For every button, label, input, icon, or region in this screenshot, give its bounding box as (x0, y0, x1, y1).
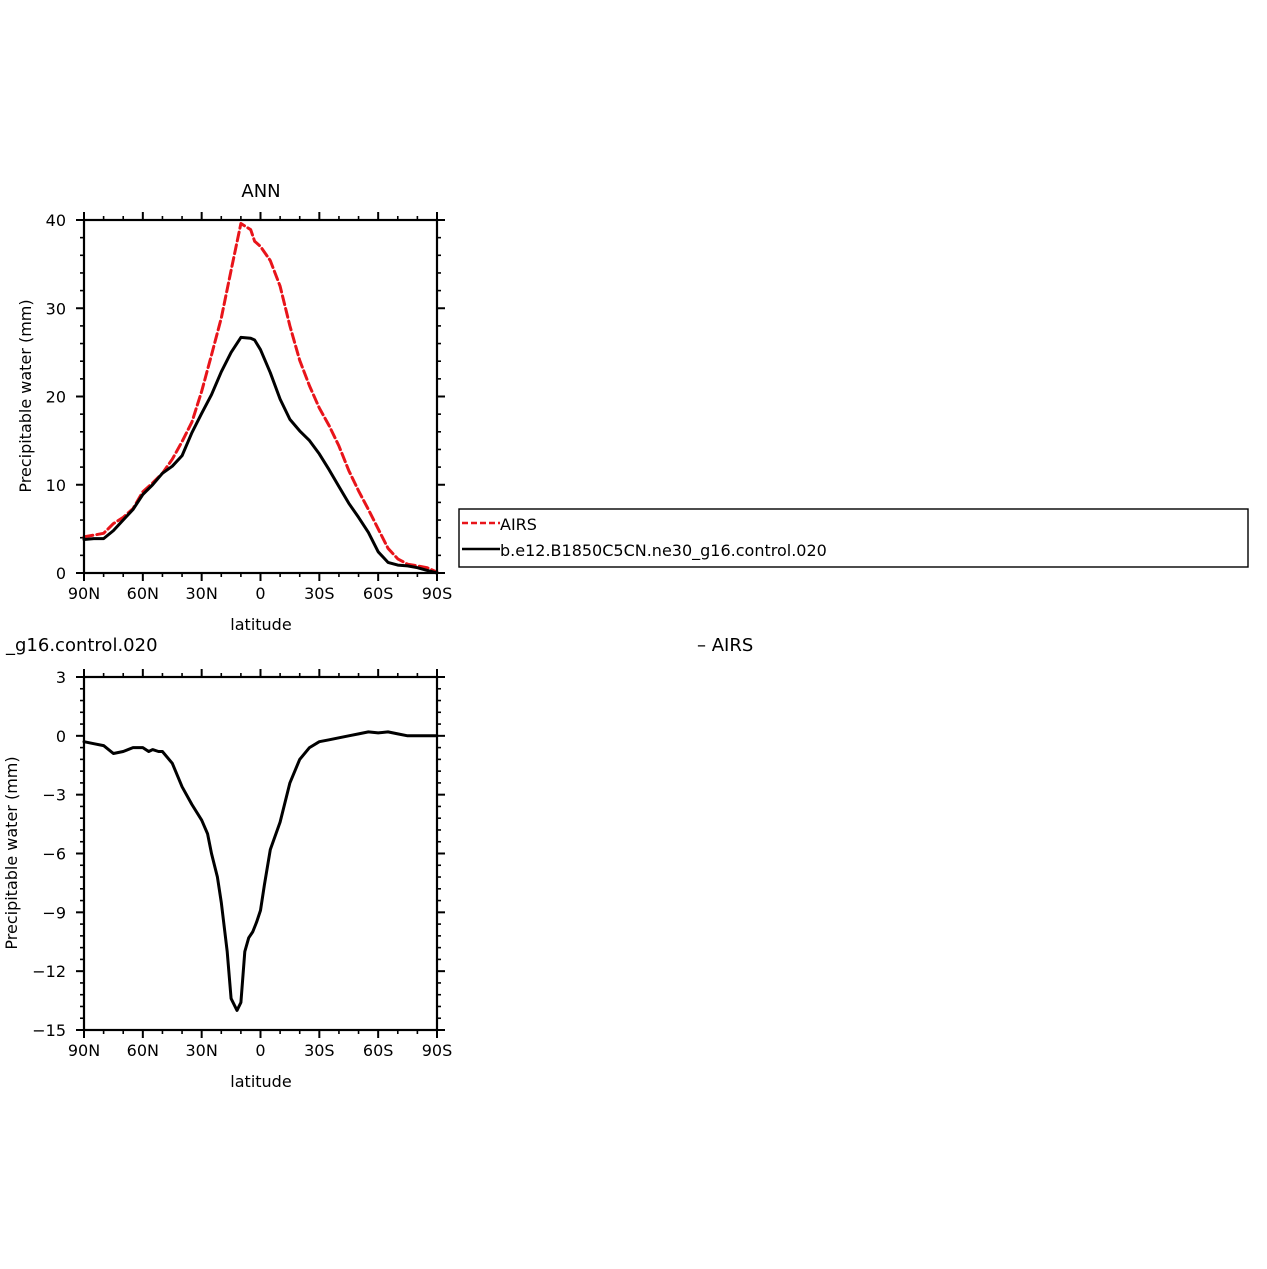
top-x-tick-label: 60N (127, 584, 159, 603)
top-plot-frame (82, 218, 439, 575)
bottom-x-axis-label: latitude (230, 1072, 291, 1091)
top-x-tick-label: 60S (363, 584, 394, 603)
top-chart-title: ANN (241, 181, 280, 202)
bottom-x-tick-label: 0 (255, 1041, 265, 1060)
top-y-axis-label: Precipitable water (mm) (16, 299, 35, 492)
bottom-tick-marks (76, 669, 445, 1038)
bottom-x-tick-labels: 90N 60N 30N 0 30S 60S 90S (68, 1041, 452, 1060)
bottom-y-tick-label: −9 (42, 903, 66, 922)
bottom-y-tick-label: 3 (56, 668, 66, 687)
top-y-tick-labels: 0 10 20 30 40 (46, 211, 66, 583)
top-x-tick-label: 30N (186, 584, 218, 603)
bottom-x-tick-label: 30N (186, 1041, 218, 1060)
bottom-x-tick-label: 60S (363, 1041, 394, 1060)
top-series-line-airs (82, 222, 439, 574)
top-x-tick-label: 90S (422, 584, 453, 603)
bottom-y-tick-label: 0 (56, 727, 66, 746)
bottom-y-tick-label: −6 (42, 845, 66, 864)
bottom-x-tick-label: 90N (68, 1041, 100, 1060)
bottom-y-axis-label: Precipitable water (mm) (2, 756, 21, 949)
top-x-tick-label: 0 (255, 584, 265, 603)
top-y-tick-label: 30 (46, 299, 66, 318)
legend-entry-model: b.e12.B1850C5CN.ne30_g16.control.020 (500, 541, 827, 561)
legend-entry-airs: AIRS (500, 515, 537, 534)
bottom-panel: _g16.control.020 – AIRS 90N 60N 30N 0 30S 60S… (2, 635, 753, 1091)
bottom-series-layer (82, 730, 439, 1012)
bottom-y-tick-label: −3 (42, 786, 66, 805)
top-y-tick-label: 20 (46, 388, 66, 407)
bottom-y-tick-label: −12 (32, 962, 66, 981)
top-x-axis-label: latitude (230, 615, 291, 634)
bottom-plot-frame (82, 675, 439, 1032)
bottom-y-tick-labels: −15 −12 −9 −6 −3 0 3 (32, 668, 66, 1040)
top-tick-marks (76, 212, 445, 581)
bottom-series-line-0 (82, 730, 439, 1012)
top-x-tick-label: 90N (68, 584, 100, 603)
top-x-tick-label: 30S (304, 584, 335, 603)
bottom-x-tick-label: 60N (127, 1041, 159, 1060)
top-y-tick-label: 40 (46, 211, 66, 230)
bottom-x-tick-label: 30S (304, 1041, 335, 1060)
bottom-x-tick-label: 90S (422, 1041, 453, 1060)
top-series-layer (82, 222, 439, 575)
legend-box (458, 508, 1249, 568)
bottom-title-right: – AIRS (697, 635, 753, 656)
top-y-tick-label: 10 (46, 476, 66, 495)
top-y-tick-label: 0 (56, 564, 66, 583)
top-series-line-b-e12-b1850c5cn-ne30-g16-control-020 (82, 335, 439, 575)
legend: AIRS b.e12.B1850C5CN.ne30_g16.control.02… (458, 508, 1249, 568)
bottom-y-tick-label: −15 (32, 1021, 66, 1040)
top-panel: ANN 90N 60N 30N 0 30S 60S 90S 0 10 20 30 40 latitu… (16, 181, 452, 634)
top-x-tick-labels: 90N 60N 30N 0 30S 60S 90S (68, 584, 452, 603)
bottom-title-left: _g16.control.020 (5, 635, 158, 656)
